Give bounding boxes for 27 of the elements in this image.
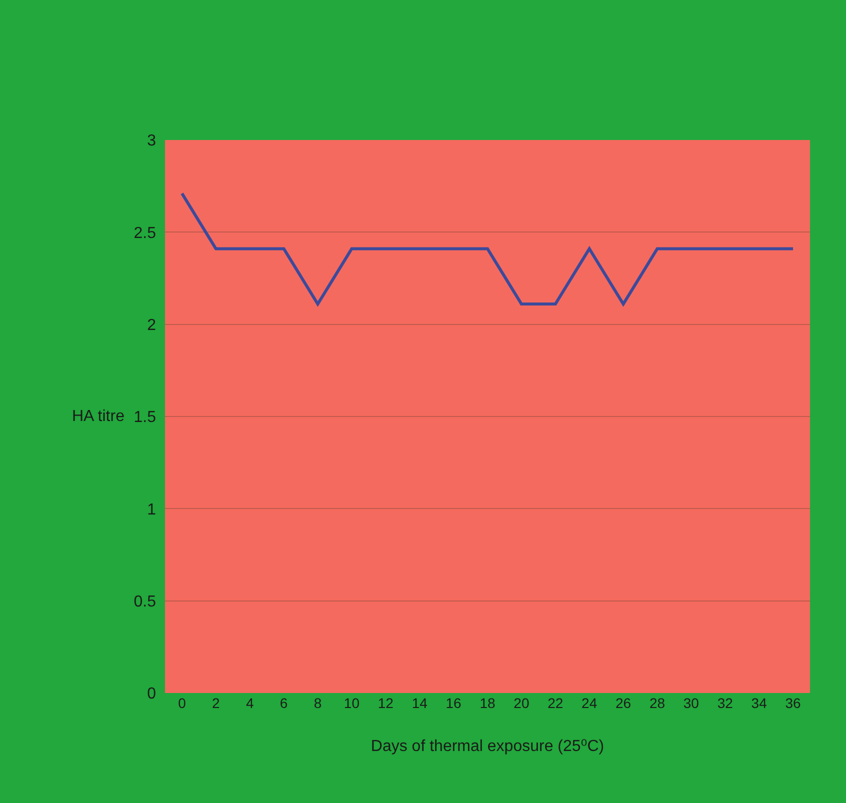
x-tick-label: 20 — [514, 695, 530, 711]
x-tick-label: 30 — [683, 695, 700, 711]
x-tick-label: 12 — [378, 695, 394, 711]
y-tick-label: 2 — [147, 316, 156, 334]
x-tick-label: 28 — [649, 695, 666, 711]
x-tick-label: 24 — [582, 695, 598, 711]
x-tick-label: 26 — [616, 695, 632, 711]
x-axis-title: Days of thermal exposure (25⁰C) — [370, 738, 604, 755]
x-tick-label: 16 — [446, 695, 462, 711]
y-tick-label: 0.5 — [134, 593, 156, 610]
x-tick-label: 32 — [717, 695, 734, 711]
x-tick-label: 10 — [344, 695, 360, 711]
x-tick-label: 0 — [178, 695, 186, 711]
x-tick-label: 22 — [548, 695, 564, 711]
y-tick-label: 3 — [147, 132, 156, 150]
y-axis-title: HA titre — [72, 408, 125, 425]
x-tick-label: 4 — [246, 695, 254, 711]
x-tick-label: 14 — [412, 695, 428, 711]
y-tick-label: 2.5 — [134, 224, 156, 242]
x-tick-label: 18 — [480, 695, 496, 711]
x-tick-label: 34 — [751, 695, 768, 711]
x-tick-label: 8 — [314, 695, 322, 711]
y-tick-label: 1 — [147, 501, 156, 518]
x-tick-label: 2 — [212, 695, 220, 711]
y-tick-label: 1.5 — [134, 409, 156, 426]
x-tick-label: 6 — [280, 695, 288, 711]
x-tick-label: 36 — [785, 695, 802, 711]
